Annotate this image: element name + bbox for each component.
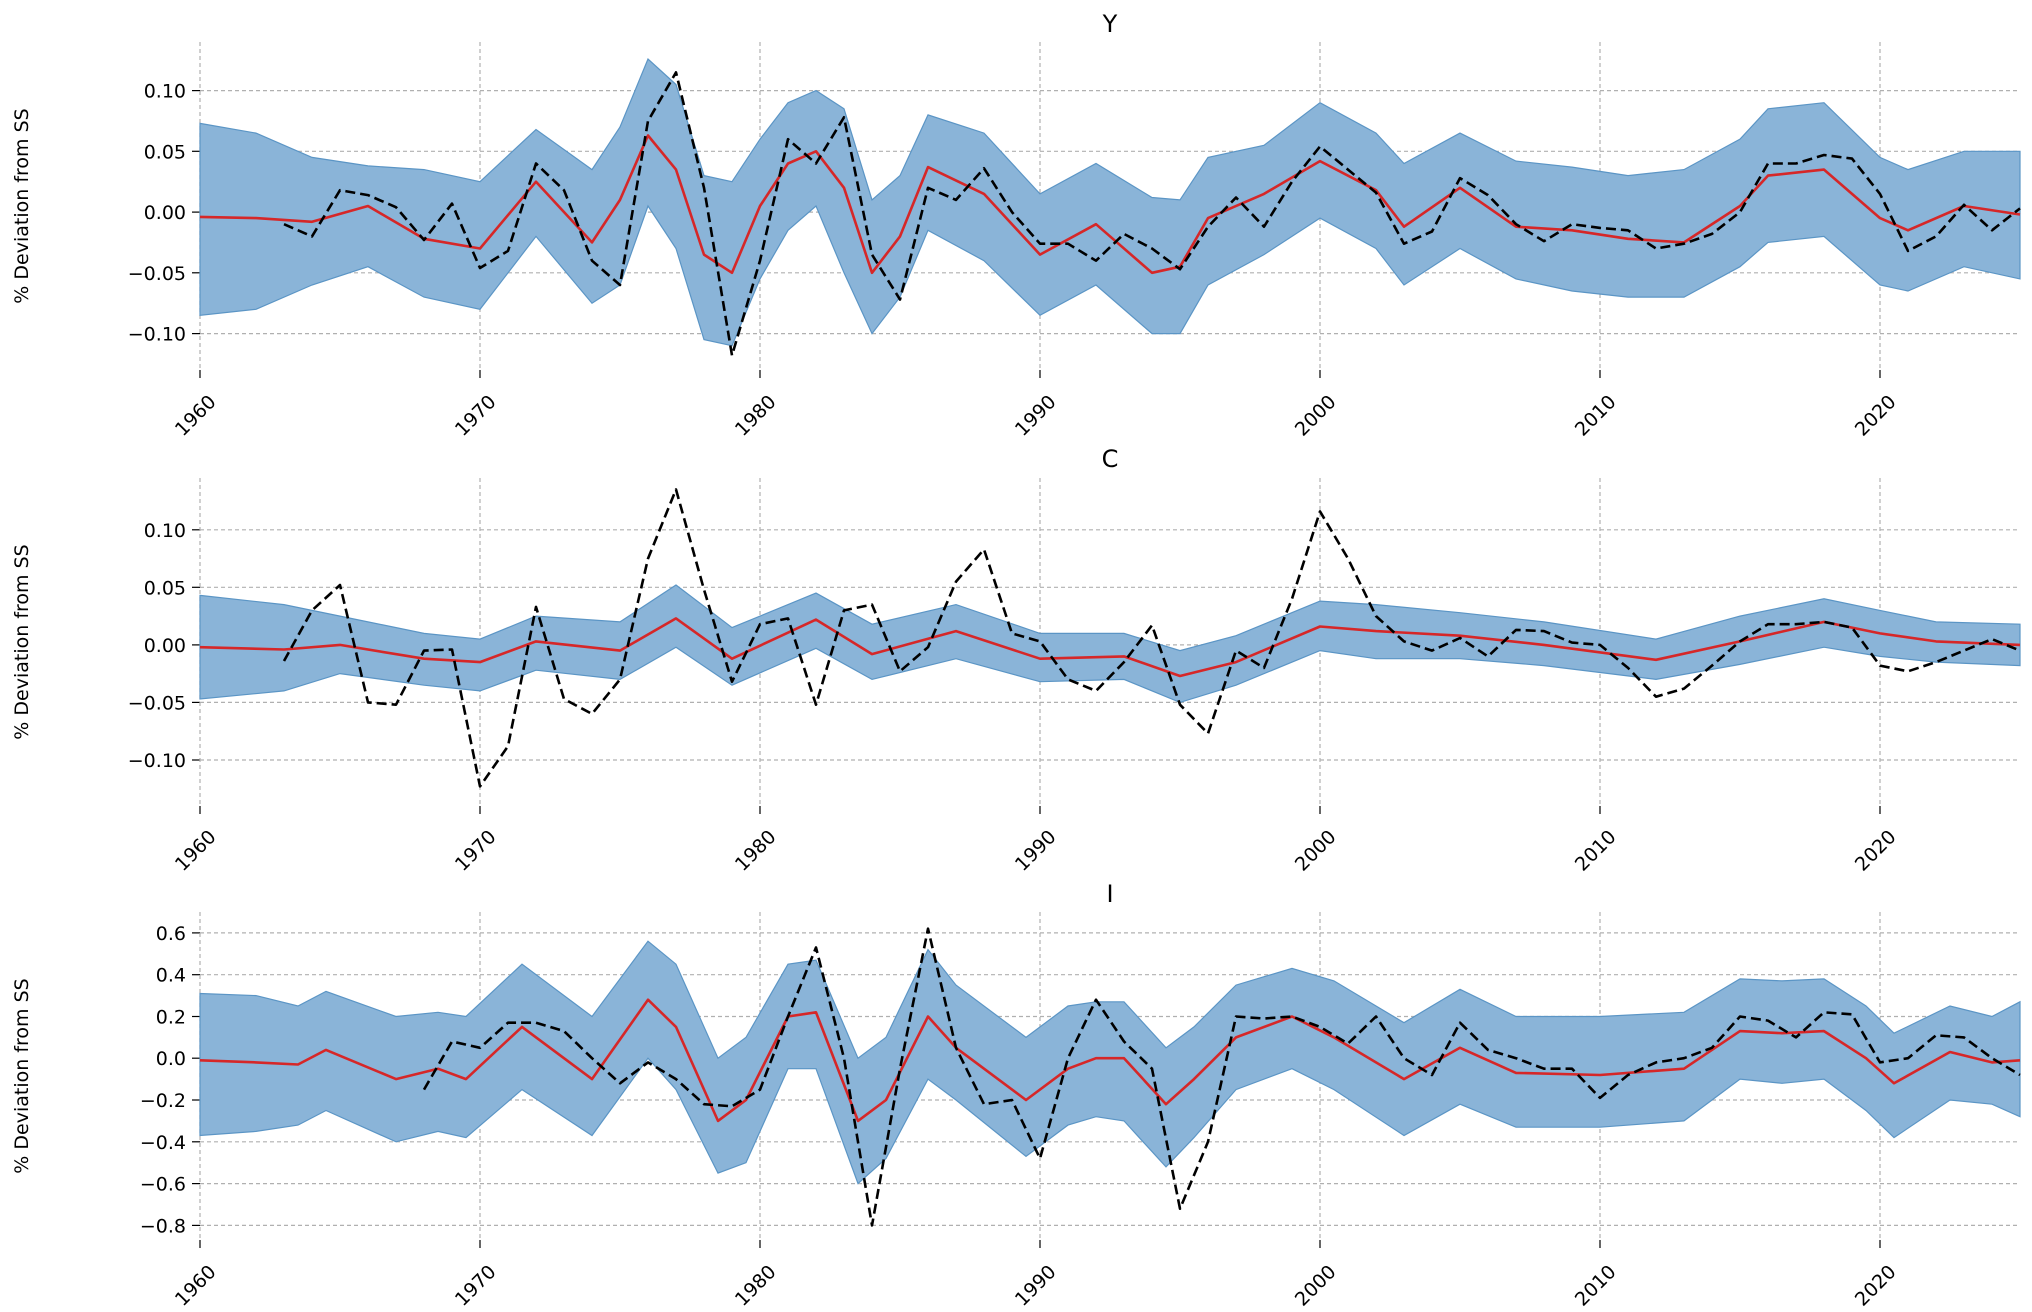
y-tick-label: 0.0 (156, 1048, 186, 1070)
x-tick-label: 1990 (1011, 826, 1061, 876)
confidence-band (199, 57, 2021, 347)
x-tick-label: 1960 (171, 826, 221, 876)
x-tick-label: 1980 (731, 826, 781, 876)
observed-line (422, 927, 2021, 1227)
x-tick-label: 2020 (1851, 826, 1901, 876)
y-tick-label: −0.6 (140, 1174, 186, 1196)
y-tick-label: 0.05 (144, 577, 186, 599)
x-tick-label: 2020 (1851, 1261, 1901, 1311)
x-tick-label: 1960 (171, 391, 221, 441)
smoothed-mean-line (199, 998, 2021, 1123)
subplot-y: −0.10 −0.05 0.00 0.05 0.10 1960 1970 1980 1990 20… (11, 10, 2021, 441)
x-tick-label: 1980 (731, 391, 781, 441)
y-tick-label: 0.05 (144, 141, 186, 163)
confidence-band (199, 940, 2021, 1185)
y-tick-label: −0.8 (140, 1215, 186, 1237)
x-tick-label: 1970 (451, 391, 501, 441)
x-tick-label: 2000 (1291, 826, 1341, 876)
x-tick-label: 2010 (1571, 826, 1621, 876)
x-tick-label: 1980 (731, 1261, 781, 1311)
x-tick-label: 1970 (451, 1261, 501, 1311)
observed-line (283, 71, 2021, 357)
panel-title: Y (1102, 10, 1118, 38)
y-tick-label: 0.10 (144, 81, 186, 103)
y-tick-label: 0.10 (144, 520, 186, 542)
confidence-band (199, 584, 2021, 704)
panel-title: I (1106, 880, 1113, 908)
y-tick-label: 0.00 (144, 635, 186, 657)
y-tick-label: −0.10 (128, 324, 186, 346)
x-tick-label: 1960 (171, 1261, 221, 1311)
y-tick-label: −0.10 (128, 750, 186, 772)
y-tick-label: −0.2 (140, 1090, 186, 1112)
y-axis-label: % Deviation from SS (11, 108, 33, 303)
x-tick-label: 2000 (1291, 1261, 1341, 1311)
x-tick-label: 1990 (1011, 391, 1061, 441)
y-tick-label: 0.2 (156, 1007, 186, 1029)
x-tick-label: 2020 (1851, 391, 1901, 441)
observed-line (282, 488, 2021, 788)
smoothed-mean-line (199, 134, 2021, 275)
y-axis-label: % Deviation from SS (11, 978, 33, 1173)
y-tick-label: 0.6 (156, 923, 186, 945)
y-tick-label: −0.4 (140, 1132, 186, 1154)
x-tick-label: 1970 (451, 826, 501, 876)
subplot-i: −0.8 −0.6 −0.4 −0.2 0.0 0.2 0.4 0.6 1960 1970 1980… (11, 880, 2021, 1311)
y-tick-label: 0.4 (156, 965, 186, 987)
x-tick-label: 2000 (1291, 391, 1341, 441)
x-tick-label: 1990 (1011, 1261, 1061, 1311)
x-tick-label: 2010 (1571, 1261, 1621, 1311)
y-axis-label: % Deviation from SS (11, 544, 33, 739)
x-tick-label: 2010 (1571, 391, 1621, 441)
y-tick-label: −0.05 (128, 692, 186, 714)
smoothed-mean-line (199, 617, 2021, 678)
subplot-c: −0.10 −0.05 0.00 0.05 0.10 1960 1970 1980 1990 20… (11, 445, 2021, 876)
y-tick-label: 0.00 (144, 202, 186, 224)
panel-title: C (1102, 445, 1119, 473)
y-tick-label: −0.05 (128, 263, 186, 285)
